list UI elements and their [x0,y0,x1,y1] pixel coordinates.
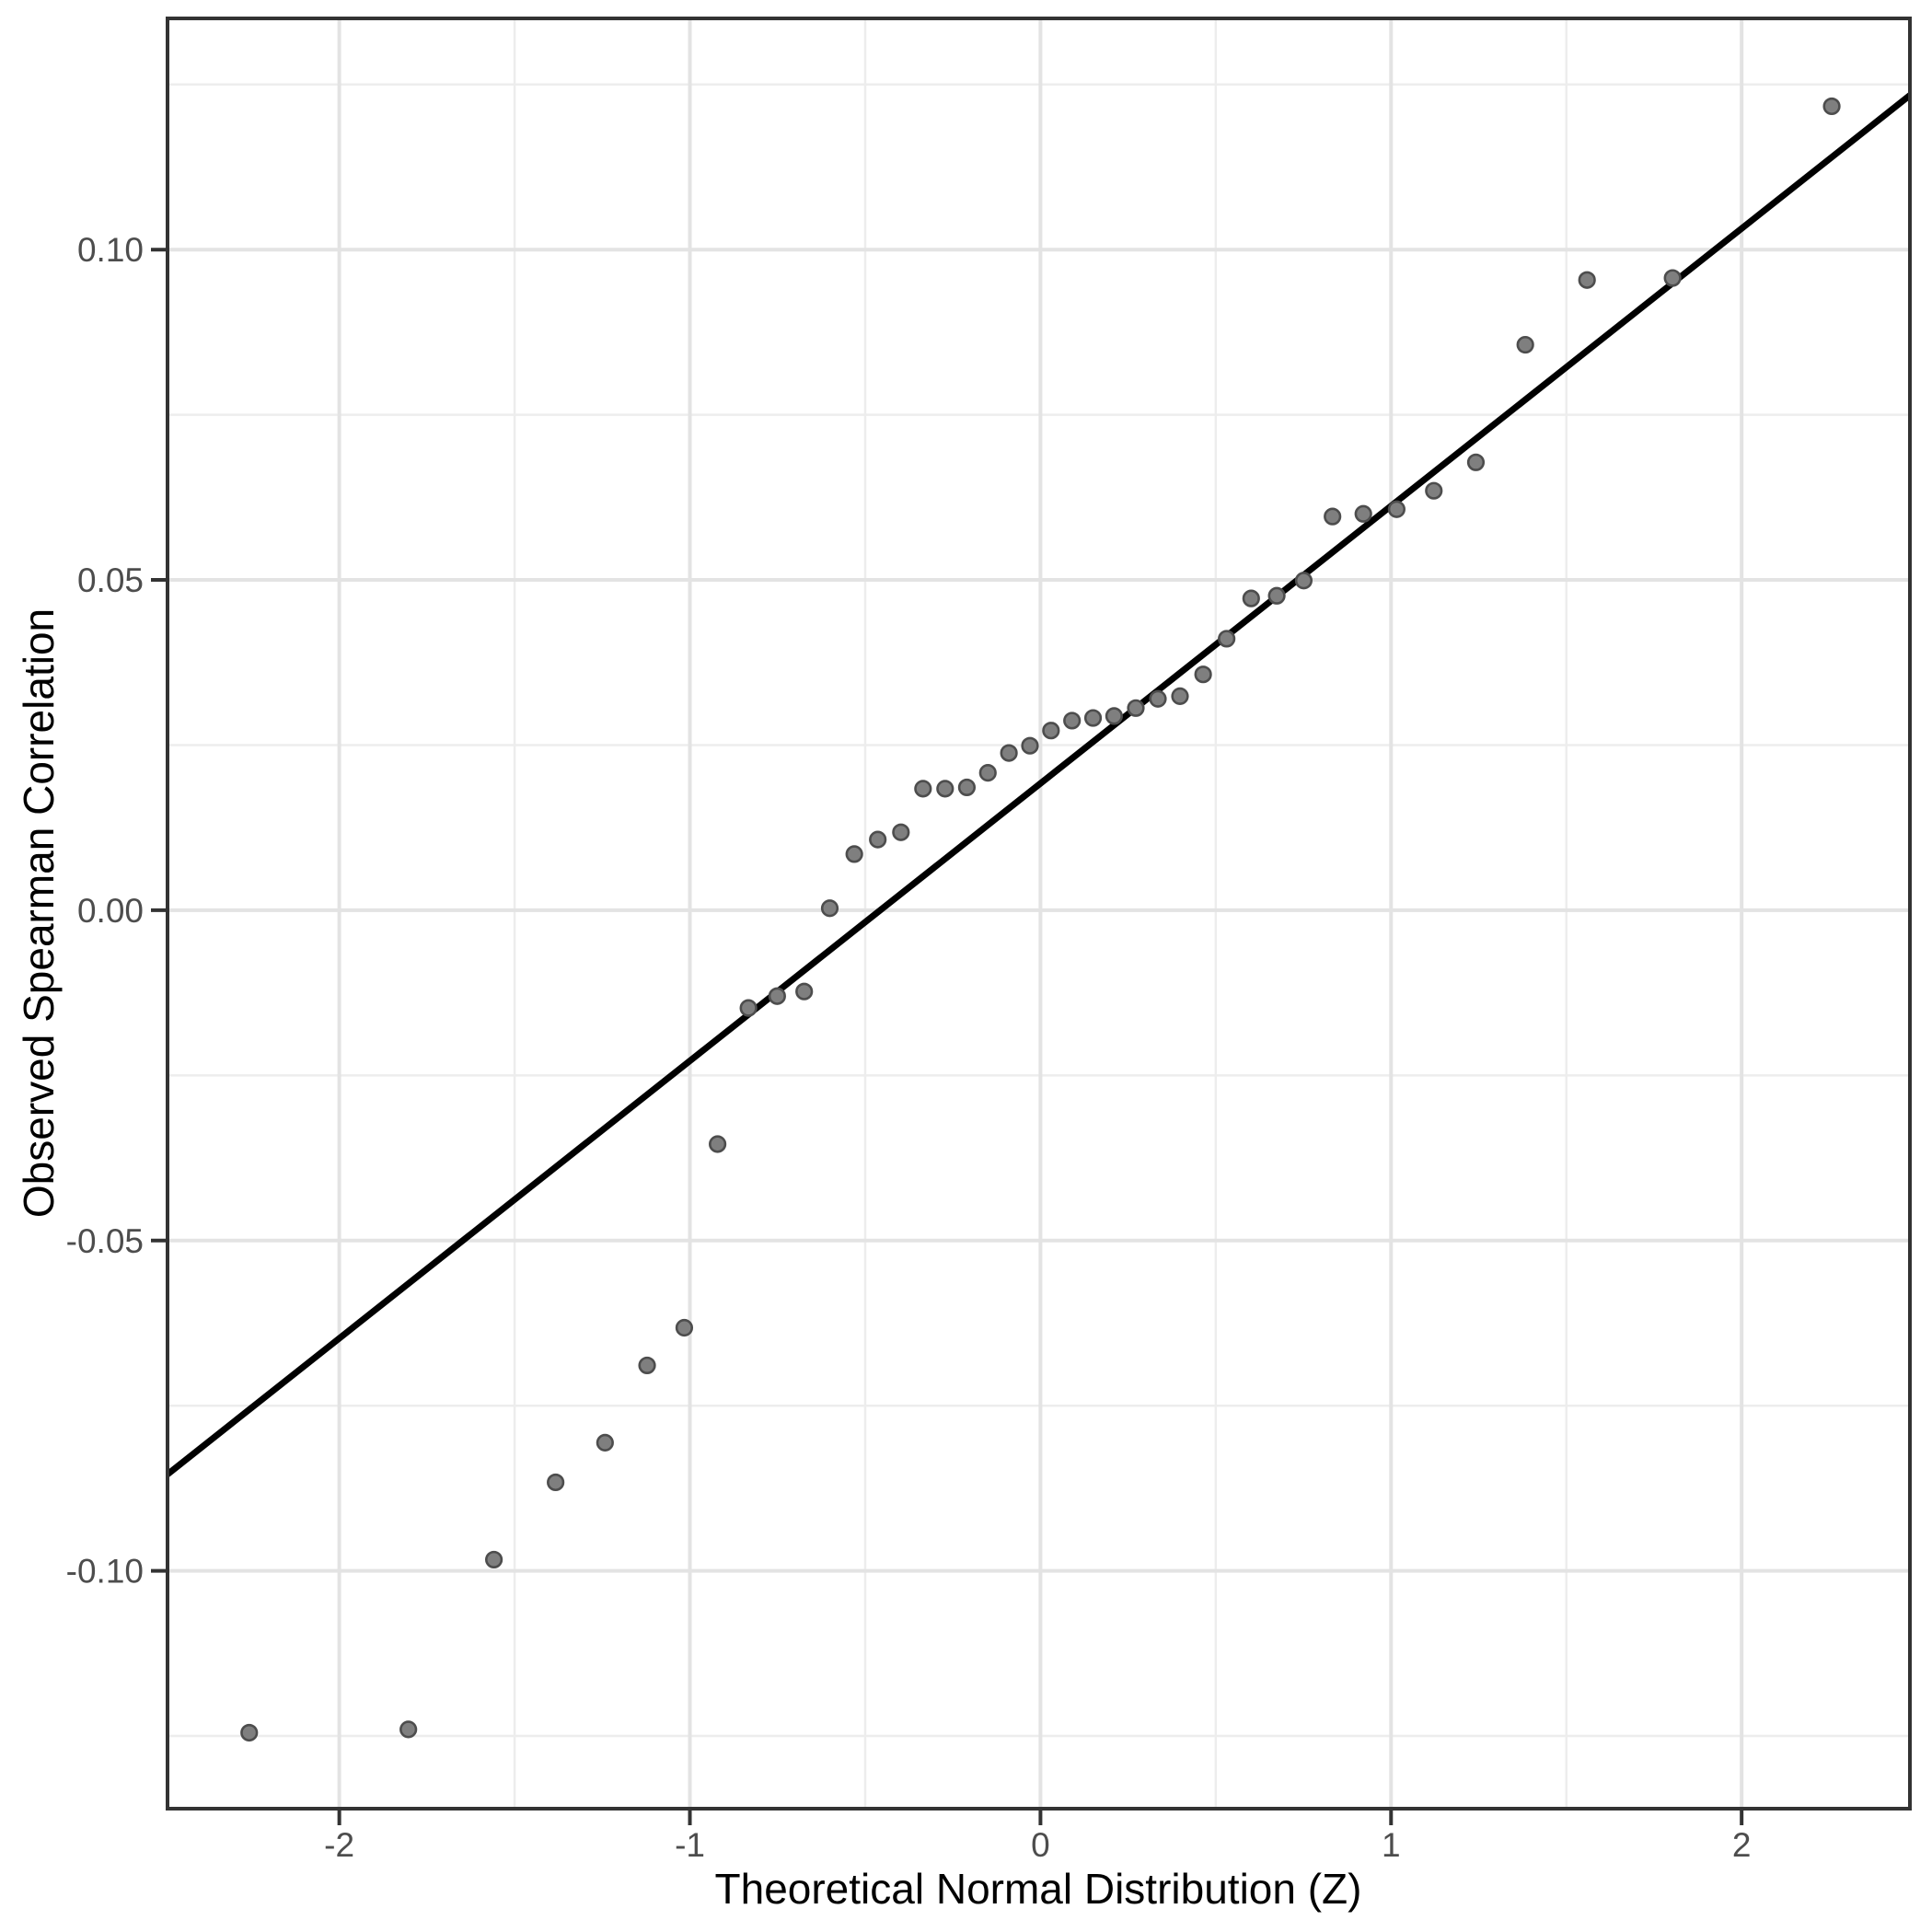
data-point [1425,481,1443,500]
data-point [1466,453,1486,471]
data-point [1171,687,1189,705]
data-point [869,830,887,849]
data-point [1387,500,1406,518]
data-point [1000,744,1018,762]
data-point [1324,507,1342,526]
data-point [1354,504,1372,523]
x-tick-label: 1 [1382,1826,1401,1864]
x-axis-title: Theoretical Normal Distribution (Z) [715,1865,1362,1913]
x-tick-label: -2 [324,1826,354,1864]
data-point [1267,586,1286,605]
data-point [240,1723,259,1742]
data-point [547,1473,565,1492]
data-point [1105,707,1123,725]
data-point [675,1318,694,1337]
data-point [936,780,954,798]
data-point [892,823,910,841]
plot-generated-layer: -2 -1 0 1 2 -0.10 -0.05 0.00 0.05 0.10 [66,17,1913,1864]
data-point [1063,711,1082,730]
data-point [1083,709,1103,727]
x-tick-label: 2 [1732,1826,1752,1864]
data-point [1822,97,1841,116]
y-tick-label: -0.05 [66,1222,144,1260]
data-point [1294,572,1313,590]
data-point [1042,722,1060,740]
data-point [1578,271,1596,289]
data-point [739,999,758,1017]
y-tick-label: 0.05 [77,561,144,599]
data-point [1242,589,1260,607]
data-point [914,780,932,798]
data-point [978,764,997,782]
data-point [768,987,786,1005]
data-point [1194,665,1212,684]
y-tick-label: 0.00 [77,892,144,930]
data-point [1021,736,1039,755]
data-point [845,845,863,863]
data-point [1218,630,1236,648]
x-tick-label: 0 [1031,1826,1050,1864]
data-point [957,778,977,797]
data-point [399,1720,418,1739]
data-point [596,1433,614,1452]
y-tick-label: 0.10 [77,231,144,269]
reference-line [165,92,1913,1477]
y-axis-title: Observed Spearman Correlation [15,608,63,1218]
data-point [638,1356,656,1375]
data-point [795,982,814,1001]
data-point [485,1550,503,1569]
data-point [1149,689,1167,708]
y-tick-label: -0.10 [66,1553,144,1591]
data-point [1516,335,1534,354]
data-point [820,899,839,918]
data-point [709,1135,727,1153]
data-point [1663,269,1682,287]
data-point [1127,699,1145,717]
x-tick-label: -1 [675,1826,705,1864]
